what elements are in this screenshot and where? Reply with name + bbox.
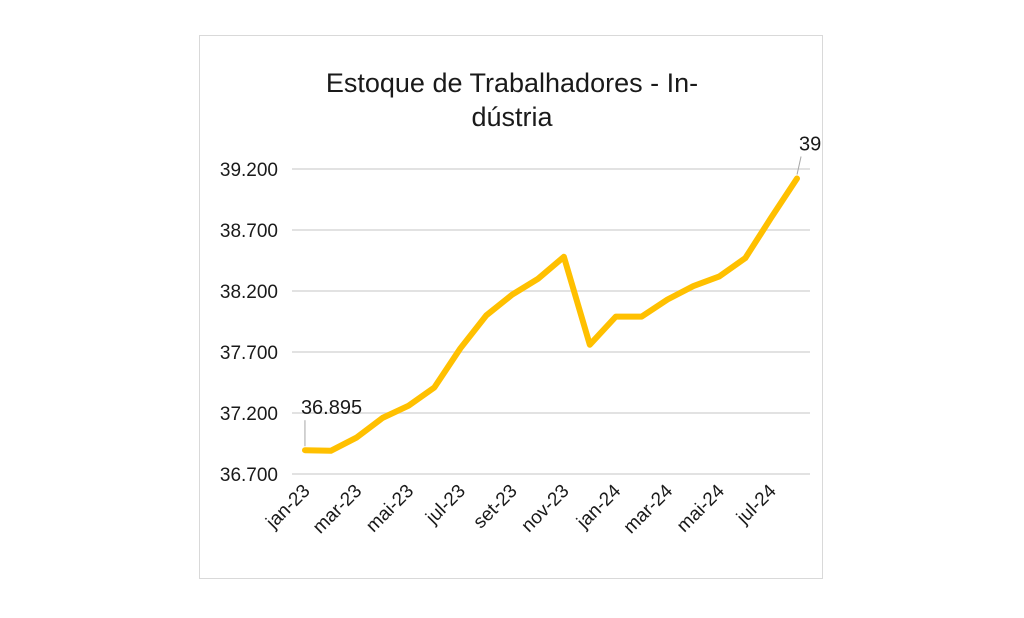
y-tick-label: 37.700 — [220, 343, 278, 364]
line-chart: Estoque de Trabalhadores - In- dústria 3… — [220, 68, 822, 538]
x-tick-label: mai-24 — [673, 480, 729, 536]
series-group — [302, 175, 800, 454]
x-tick-label: mar-23 — [309, 481, 366, 538]
x-tick-label: jan-23 — [262, 481, 315, 534]
data-label-last: 39.122 — [799, 134, 822, 156]
x-tick-label: mar-24 — [620, 480, 678, 538]
x-tick-label: jul-24 — [732, 480, 781, 529]
x-tick-label: jan-24 — [572, 480, 625, 533]
y-tick-label: 37.200 — [220, 404, 278, 425]
x-tick-label: jul-23 — [421, 481, 469, 529]
data-label-leader — [796, 156, 802, 175]
x-tick-label: nov-23 — [518, 481, 574, 537]
data-label-first: 36.895 — [301, 397, 362, 419]
data-labels: 36.895 39.122 — [301, 134, 822, 447]
chart-frame: Estoque de Trabalhadores - In- dústria 3… — [199, 35, 823, 579]
y-axis-ticks: 36.700 37.200 37.700 38.200 38.700 39.200 — [220, 160, 278, 486]
x-tick-label: set-23 — [469, 481, 521, 533]
y-tick-label: 38.200 — [220, 282, 278, 303]
x-tick-label: mai-23 — [362, 481, 418, 537]
series-line — [302, 175, 800, 454]
y-tick-label: 38.700 — [220, 221, 278, 242]
grid-lines — [292, 168, 810, 475]
y-tick-label: 39.200 — [220, 160, 278, 181]
chart-title: Estoque de Trabalhadores - In- dústria — [326, 68, 698, 132]
chart-title-line-1: Estoque de Trabalhadores - In- — [326, 68, 698, 98]
chart-title-line-2: dústria — [471, 102, 553, 132]
y-tick-label: 36.700 — [220, 465, 278, 486]
